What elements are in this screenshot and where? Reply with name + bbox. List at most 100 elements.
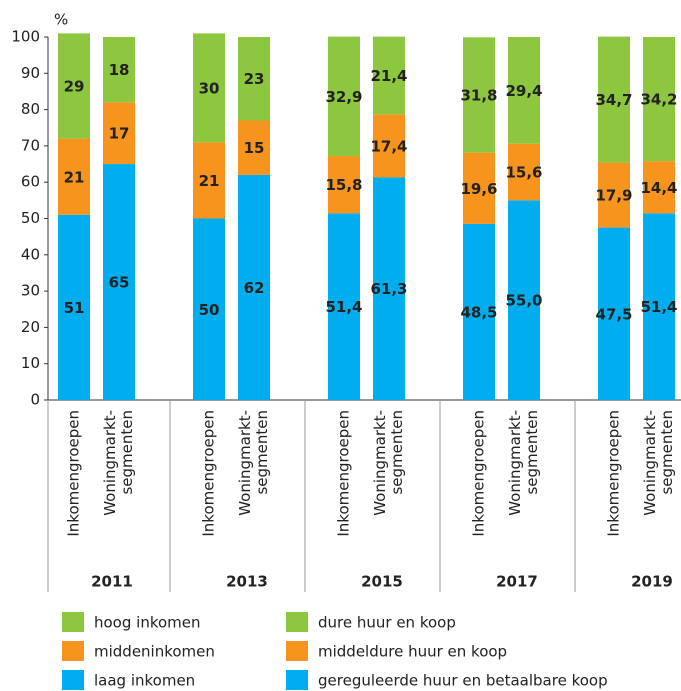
value-label: 51 <box>64 299 85 317</box>
y-tick-label: 50 <box>21 209 40 227</box>
legend-label: dure huur en koop <box>318 614 456 632</box>
legend-label: middeninkomen <box>94 643 215 661</box>
value-label: 17,9 <box>595 187 632 205</box>
bar-label: Woningmarkt- <box>236 410 254 516</box>
bar-segment <box>238 120 270 175</box>
value-label: 29,4 <box>505 82 542 100</box>
bar-segment <box>238 37 270 121</box>
y-tick-label: 30 <box>21 282 40 300</box>
bar-segment <box>193 33 225 143</box>
value-label: 32,9 <box>325 88 362 106</box>
value-label: 31,8 <box>460 87 497 105</box>
value-label: 21 <box>64 168 85 186</box>
legend-label: laag inkomen <box>94 672 195 690</box>
value-label: 30 <box>199 79 220 97</box>
year-label: 2019 <box>631 573 673 591</box>
value-label: 51,4 <box>640 298 677 316</box>
bar-label: segmenten <box>523 410 541 495</box>
bar-segment <box>463 37 495 153</box>
value-label: 23 <box>244 70 265 88</box>
bar-segment <box>643 37 675 162</box>
bar-segment <box>328 156 360 214</box>
y-tick-label: 90 <box>21 64 40 82</box>
bar-segment <box>508 37 540 144</box>
y-tick-label: 0 <box>30 391 40 409</box>
value-label: 21,4 <box>370 67 407 85</box>
value-label: 34,2 <box>640 91 677 109</box>
bar-label: Inkomengroepen <box>605 410 623 537</box>
bar-segment <box>643 161 675 214</box>
bar-label: Inkomengroepen <box>335 410 353 537</box>
legend-swatch <box>286 641 308 661</box>
year-label: 2015 <box>361 573 403 591</box>
legend-swatch <box>62 641 84 661</box>
year-label: 2011 <box>91 573 133 591</box>
value-label: 29 <box>64 78 85 96</box>
legend-label: hoog inkomen <box>94 614 201 632</box>
legend-swatch <box>286 670 308 690</box>
value-label: 17 <box>109 125 130 143</box>
value-label: 15,6 <box>505 164 542 182</box>
bar-segment <box>373 177 405 400</box>
value-label: 50 <box>199 301 220 319</box>
bar-segment <box>373 36 405 115</box>
y-tick-label: 100 <box>11 28 40 46</box>
y-tick-label: 80 <box>21 100 40 118</box>
bar-segment <box>463 223 495 400</box>
y-tick-label: 20 <box>21 318 40 336</box>
bar-segment <box>598 162 630 228</box>
y-tick-label: 10 <box>21 354 40 372</box>
value-label: 62 <box>244 279 265 297</box>
bar-label: Woningmarkt- <box>371 410 389 516</box>
y-tick-label: 40 <box>21 245 40 263</box>
bar-segment <box>598 36 630 163</box>
value-label: 15,8 <box>325 176 362 194</box>
value-label: 18 <box>109 61 130 79</box>
value-label: 17,4 <box>370 137 407 155</box>
legend-swatch <box>286 612 308 632</box>
bar-label: Woningmarkt- <box>641 410 659 516</box>
legend-label: gereguleerde huur en betaalbare koop <box>318 672 608 690</box>
value-label: 21 <box>199 172 220 190</box>
legend-swatch <box>62 670 84 690</box>
year-label: 2013 <box>226 573 268 591</box>
value-label: 15 <box>244 139 265 157</box>
value-label: 47,5 <box>595 305 632 323</box>
bar-segment <box>58 33 90 139</box>
value-label: 48,5 <box>460 303 497 321</box>
bar-label: segmenten <box>118 410 136 495</box>
bar-label: Inkomengroepen <box>470 410 488 537</box>
bar-segment <box>58 138 90 215</box>
value-label: 51,4 <box>325 298 362 316</box>
bar-label: Inkomengroepen <box>200 410 218 537</box>
bar-segment <box>508 143 540 201</box>
value-label: 14,4 <box>640 179 677 197</box>
bar-label: Woningmarkt- <box>506 410 524 516</box>
bar-segment <box>463 152 495 224</box>
bar-segment <box>373 114 405 178</box>
bar-label: Inkomengroepen <box>65 410 83 537</box>
year-label: 2017 <box>496 573 538 591</box>
bar-segment <box>508 200 540 400</box>
y-tick-label: 60 <box>21 173 40 191</box>
bar-label: segmenten <box>658 410 676 495</box>
y-tick-label: 70 <box>21 136 40 154</box>
bar-segment <box>103 37 135 103</box>
bar-segment <box>193 142 225 219</box>
bar-segment <box>193 218 225 400</box>
bar-segment <box>328 36 360 157</box>
value-label: 19,6 <box>460 180 497 198</box>
legend-swatch <box>62 612 84 632</box>
bar-label: Woningmarkt- <box>101 410 119 516</box>
legend-label: middeldure huur en koop <box>318 643 507 661</box>
value-label: 55,0 <box>505 292 542 310</box>
value-label: 65 <box>109 274 130 292</box>
bar-segment <box>598 227 630 400</box>
value-label: 34,7 <box>595 91 632 109</box>
bar-segment <box>643 213 675 400</box>
bar-segment <box>58 214 90 400</box>
y-unit: % <box>54 11 68 29</box>
bar-segment <box>103 102 135 165</box>
value-label: 61,3 <box>370 280 407 298</box>
